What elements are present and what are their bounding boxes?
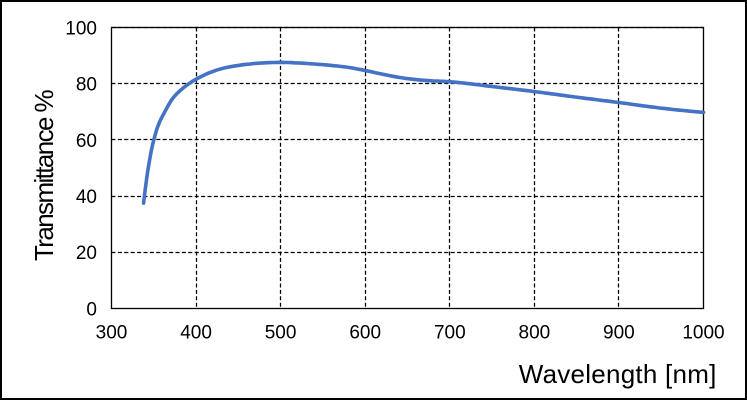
svg-text:500: 500: [265, 323, 297, 344]
svg-text:60: 60: [76, 131, 97, 152]
svg-text:Wavelength [nm]: Wavelength [nm]: [519, 359, 717, 389]
svg-text:900: 900: [603, 323, 635, 344]
svg-text:0: 0: [86, 299, 97, 320]
svg-text:20: 20: [76, 243, 97, 264]
svg-text:400: 400: [180, 323, 212, 344]
svg-text:40: 40: [76, 187, 97, 208]
svg-text:80: 80: [76, 75, 97, 96]
svg-text:1000: 1000: [682, 323, 724, 344]
svg-text:100: 100: [65, 18, 97, 39]
svg-text:300: 300: [96, 323, 128, 344]
svg-text:800: 800: [519, 323, 551, 344]
svg-text:Transmittance %: Transmittance %: [29, 89, 59, 261]
svg-text:700: 700: [434, 323, 466, 344]
svg-text:600: 600: [349, 323, 381, 344]
